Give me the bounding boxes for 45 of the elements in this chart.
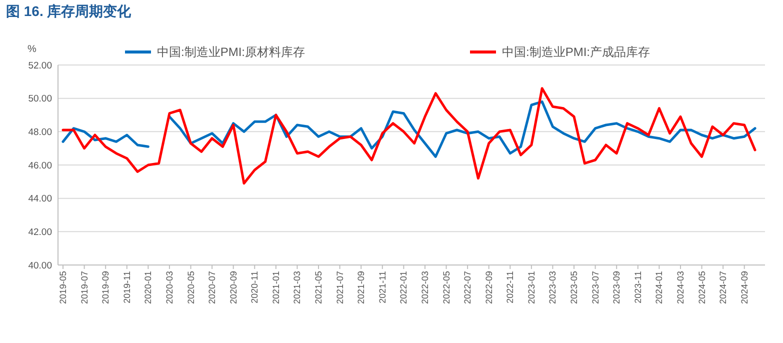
y-axis-title: % xyxy=(28,44,37,55)
x-tick-label: 2023-09 xyxy=(612,271,622,304)
y-tick-label: 44.00 xyxy=(28,194,52,205)
x-tick-label: 2020-05 xyxy=(186,271,196,304)
x-tick-label: 2021-05 xyxy=(314,271,324,304)
x-tick-label: 2021-11 xyxy=(377,271,388,304)
x-tick-label: 2019-05 xyxy=(58,271,68,304)
x-tick-label: 2022-11 xyxy=(505,271,516,304)
legend-label: 中国:制造业PMI:原材料库存 xyxy=(157,45,306,60)
x-tick-label: 2021-01 xyxy=(270,271,281,304)
y-tick-label: 48.00 xyxy=(28,126,52,138)
x-tick-label: 2019-11 xyxy=(122,271,132,304)
x-tick-label: 2021-03 xyxy=(292,271,302,304)
x-tick-label: 2024-05 xyxy=(696,271,707,304)
x-tick-label: 2022-07 xyxy=(462,271,473,304)
x-tick-label: 2020-09 xyxy=(228,271,238,304)
x-tick-label: 2020-11 xyxy=(250,271,260,304)
x-tick-label: 2024-07 xyxy=(718,271,728,304)
x-tick-label: 2023-01 xyxy=(526,271,536,304)
x-tick-label: 2022-03 xyxy=(420,271,430,304)
x-tick-label: 2022-09 xyxy=(484,271,494,304)
x-tick-label: 2020-01 xyxy=(143,271,154,304)
x-tick-label: 2019-07 xyxy=(79,271,90,304)
x-tick-label: 2021-09 xyxy=(356,271,366,304)
y-tick-label: 40.00 xyxy=(28,260,52,272)
x-tick-label: 2024-09 xyxy=(739,271,750,304)
y-tick-label: 50.00 xyxy=(28,94,52,105)
y-tick-label: 46.00 xyxy=(28,160,52,172)
x-tick-label: 2022-05 xyxy=(441,271,452,304)
x-tick-label: 2024-03 xyxy=(675,271,686,304)
x-tick-label: 2023-03 xyxy=(548,271,558,304)
x-tick-label: 2020-03 xyxy=(164,271,174,304)
x-tick-label: 2021-07 xyxy=(334,271,345,304)
x-tick-label: 2023-07 xyxy=(590,271,600,304)
x-tick-label: 2023-11 xyxy=(632,271,643,304)
legend-label: 中国:制造业PMI:产成品库存 xyxy=(502,45,650,60)
x-tick-label: 2024-01 xyxy=(654,271,664,304)
x-tick-label: 2022-01 xyxy=(398,271,409,304)
x-tick-label: 2023-05 xyxy=(569,271,580,304)
y-tick-label: 52.00 xyxy=(28,60,52,72)
y-tick-label: 42.00 xyxy=(28,226,52,238)
x-tick-label: 2019-09 xyxy=(100,271,111,304)
x-tick-label: 2020-07 xyxy=(207,271,218,304)
chart-title: 图 16. 库存周期变化 xyxy=(6,3,132,19)
line-series xyxy=(62,87,756,185)
